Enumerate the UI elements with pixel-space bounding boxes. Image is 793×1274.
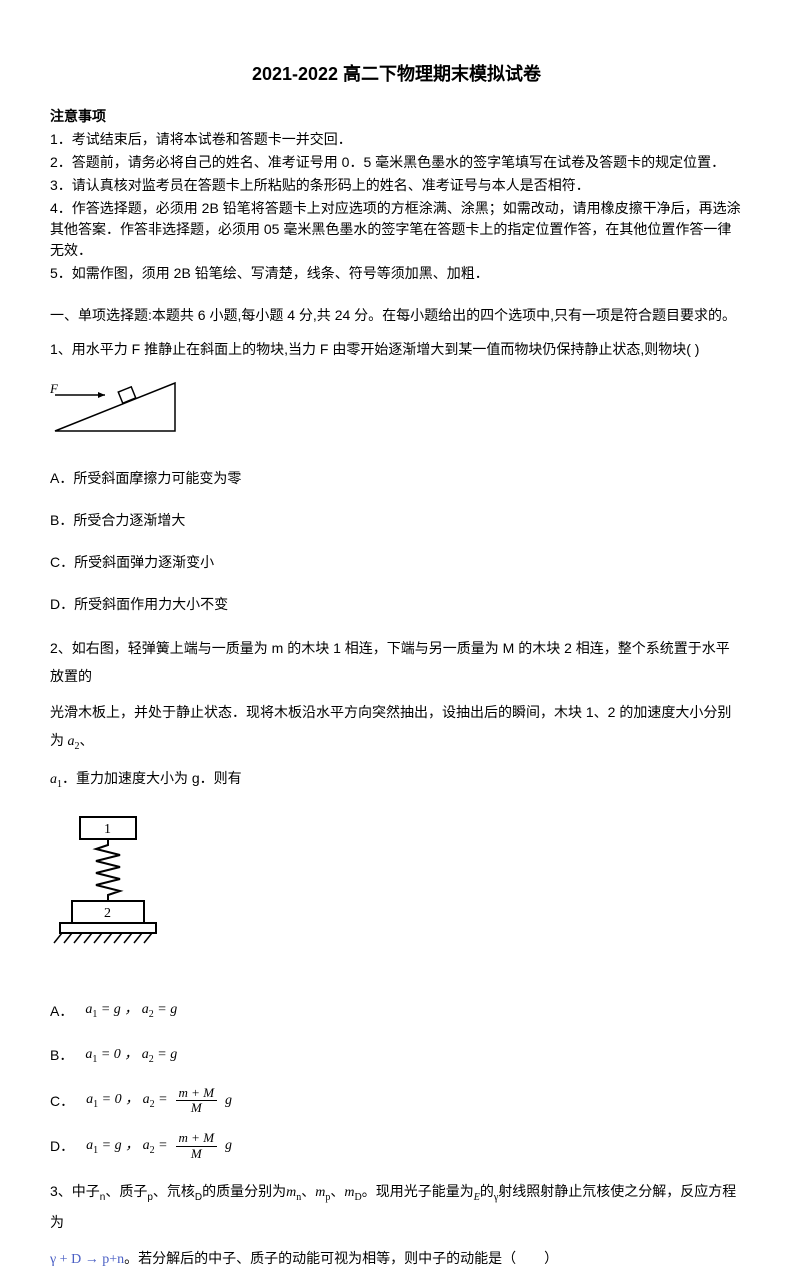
question-3-reaction: γ + D → p+n。若分解后的中子、质子的动能可视为相等，则中子的动能是（ … [50, 1244, 743, 1274]
opt-label-b: B． [50, 1041, 73, 1069]
q3-p6: 。现用光子能量为 [362, 1183, 474, 1199]
notice-item: 2．答题前，请务必将自己的姓名、准考证号用 0．5 毫米黑色墨水的签字笔填写在试… [50, 152, 743, 173]
page-title: 2021-2022 高二下物理期末模拟试卷 [50, 60, 743, 89]
q3-p5: 、 [330, 1183, 344, 1199]
force-label: F [50, 381, 59, 396]
option-1c: C．所受斜面弹力逐渐变小 [50, 548, 743, 576]
question-2-text-2: 光滑木板上，并处于静止状态．现将木板沿水平方向突然抽出，设抽出后的瞬间，木块 1… [50, 698, 743, 757]
notice-item: 1．考试结束后，请将本试卷和答题卡一并交回． [50, 129, 743, 150]
q2-line2: 光滑木板上，并处于静止状态．现将木板沿水平方向突然抽出，设抽出后的瞬间，木块 1… [50, 704, 731, 748]
notice-item: 4．作答选择题，必须用 2B 铅笔将答题卡上对应选项的方框涂满、涂黑；如需改动，… [50, 198, 743, 261]
q3-p4: 、 [301, 1183, 315, 1199]
q2-line3: ．重力加速度大小为 g．则有 [62, 770, 242, 786]
q3-p0: 3、中子 [50, 1183, 100, 1199]
option-2b: B． a1 = 0 ， a2 = g [50, 1041, 743, 1070]
a2-var: a2 [64, 734, 80, 749]
question-1-text: 1、用水平力 F 推静止在斜面上的物块,当力 F 由零开始逐渐增大到某一值而物块… [50, 335, 743, 363]
figure-spring: 1 2 [50, 809, 743, 978]
question-3-text: 3、中子n、质子p、氘核D的质量分别为mn、mp、mD。现用光子能量为E的γ射线… [50, 1177, 743, 1236]
reaction-eq: γ + D → p+n [50, 1252, 124, 1267]
notice-item: 3．请认真核对监考员在答题卡上所粘贴的条形码上的姓名、准考证号与本人是否相符． [50, 175, 743, 196]
sub-d: D [195, 1192, 202, 1203]
option-1a: A．所受斜面摩擦力可能变为零 [50, 464, 743, 492]
figure-incline: F [50, 371, 743, 450]
sub-md: D [355, 1192, 362, 1203]
question-2-text: 2、如右图，轻弹簧上端与一质量为 m 的木块 1 相连，下端与另一质量为 M 的… [50, 634, 743, 690]
opt-label-d: D． [50, 1132, 74, 1160]
question-2-text-3: a1．重力加速度大小为 g．则有 [50, 764, 743, 795]
opt-label-c: C． [50, 1087, 74, 1115]
question-2: 2、如右图，轻弹簧上端与一质量为 m 的木块 1 相连，下端与另一质量为 M 的… [50, 634, 743, 1161]
svg-text:1: 1 [104, 822, 111, 837]
svg-text:2: 2 [104, 906, 111, 921]
q3-p2: 、氘核 [153, 1183, 195, 1199]
option-1d: D．所受斜面作用力大小不变 [50, 590, 743, 618]
section-header: 一、单项选择题:本题共 6 小题,每小题 4 分,共 24 分。在每小题给出的四… [50, 304, 743, 326]
option-1b: B．所受合力逐渐增大 [50, 506, 743, 534]
q3-p9: 。若分解后的中子、质子的动能可视为相等，则中子的动能是（ ） [124, 1250, 558, 1266]
q3-p3: 的质量分别为 [202, 1183, 286, 1199]
opt-label-a: A． [50, 997, 73, 1025]
option-2d: D． a1 = g ， a2 = m + MM g [50, 1131, 743, 1161]
q3-p1: 、质子 [105, 1183, 147, 1199]
question-1: 1、用水平力 F 推静止在斜面上的物块,当力 F 由零开始逐渐增大到某一值而物块… [50, 335, 743, 618]
option-2c: C． a1 = 0 ， a2 = m + MM g [50, 1086, 743, 1116]
notice-item: 5．如需作图，须用 2B 铅笔绘、写清楚，线条、符号等须加黑、加粗． [50, 263, 743, 284]
question-3: 3、中子n、质子p、氘核D的质量分别为mn、mp、mD。现用光子能量为E的γ射线… [50, 1177, 743, 1274]
a1-var: a1 [50, 772, 62, 787]
q2-line1: 2、如右图，轻弹簧上端与一质量为 m 的木块 1 相连，下端与另一质量为 M 的… [50, 640, 730, 684]
option-2a: A． a1 = g ， a2 = g [50, 996, 743, 1025]
q3-p7: 的 [480, 1183, 494, 1199]
notice-header: 注意事项 [50, 105, 743, 127]
